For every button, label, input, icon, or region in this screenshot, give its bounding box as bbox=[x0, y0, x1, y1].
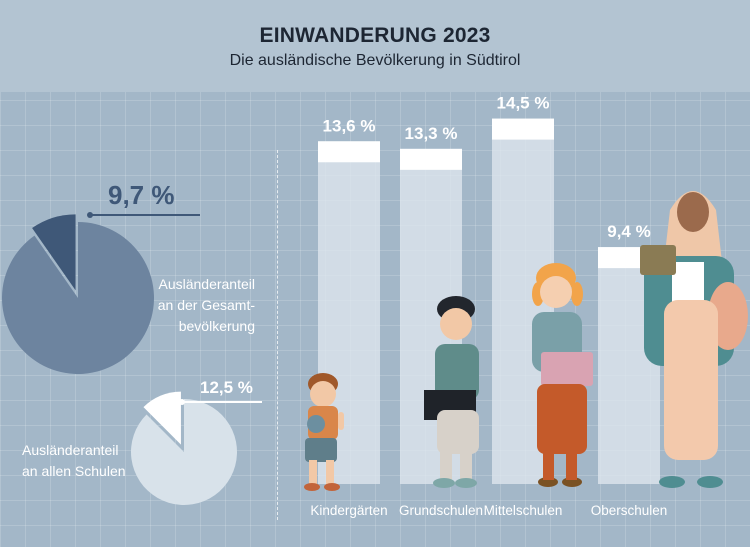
bar-category-label: Kindergärten bbox=[310, 503, 387, 518]
bar-value-label: 13,6 % bbox=[323, 116, 376, 135]
pie-chart-schools bbox=[130, 391, 238, 505]
pie-schools-caption-line: an allen Schulen bbox=[22, 463, 126, 479]
bar-value-label: 13,3 % bbox=[405, 124, 458, 143]
header-band: EINWANDERUNG 2023 Die ausländische Bevöl… bbox=[0, 0, 750, 92]
teenage-girl-illustration bbox=[640, 191, 748, 488]
pie-total-caption: Ausländeranteil an der Gesamt- bevölkeru… bbox=[140, 274, 255, 337]
pie-total-value-label: 9,7 % bbox=[108, 180, 175, 210]
bar-highlight-cap bbox=[400, 148, 462, 170]
pie-total-leader-line bbox=[87, 212, 200, 218]
pie-chart-total-population bbox=[1, 214, 154, 374]
pie-schools-caption: Ausländeranteil an allen Schulen bbox=[22, 440, 142, 482]
pie-total-slice-foreign bbox=[32, 214, 76, 291]
pie-schools-leader-line bbox=[179, 399, 262, 405]
illustration-group bbox=[304, 191, 748, 491]
pie-total-caption-line: Ausländeranteil bbox=[158, 276, 255, 292]
page-subtitle: Die ausländische Bevölkerung in Südtirol bbox=[229, 52, 521, 69]
child-with-toy-illustration bbox=[304, 373, 344, 491]
page-title: EINWANDERUNG 2023 bbox=[259, 24, 491, 47]
bar-highlight-cap bbox=[492, 118, 554, 140]
pie-schools-slice-foreign bbox=[143, 391, 181, 445]
pie-total-caption-line: bevölkerung bbox=[178, 318, 255, 334]
pie-total-caption-line: an der Gesamt- bbox=[157, 297, 255, 313]
bar-highlight-cap bbox=[318, 141, 380, 163]
bar-value-label: 14,5 % bbox=[497, 94, 550, 113]
bar-category-label: Grundschulen bbox=[399, 503, 483, 518]
bar-category-label: Oberschulen bbox=[591, 503, 668, 518]
section-divider bbox=[277, 150, 278, 520]
bar-category-label: Mittelschulen bbox=[484, 503, 563, 518]
pie-schools-caption-line: Ausländeranteil bbox=[22, 442, 119, 458]
pie-total-slice-rest bbox=[1, 222, 154, 374]
bar-value-label: 9,4 % bbox=[607, 222, 650, 241]
bar-chart-school-types: 13,6 % Kindergärten 13,3 % Grundschulen 14,5… bbox=[310, 94, 667, 518]
pie-schools-value-label: 12,5 % bbox=[200, 378, 253, 397]
schoolgirl-illustration bbox=[532, 263, 593, 487]
schoolboy-illustration bbox=[424, 296, 479, 488]
pie-schools-slice-rest bbox=[130, 399, 238, 505]
